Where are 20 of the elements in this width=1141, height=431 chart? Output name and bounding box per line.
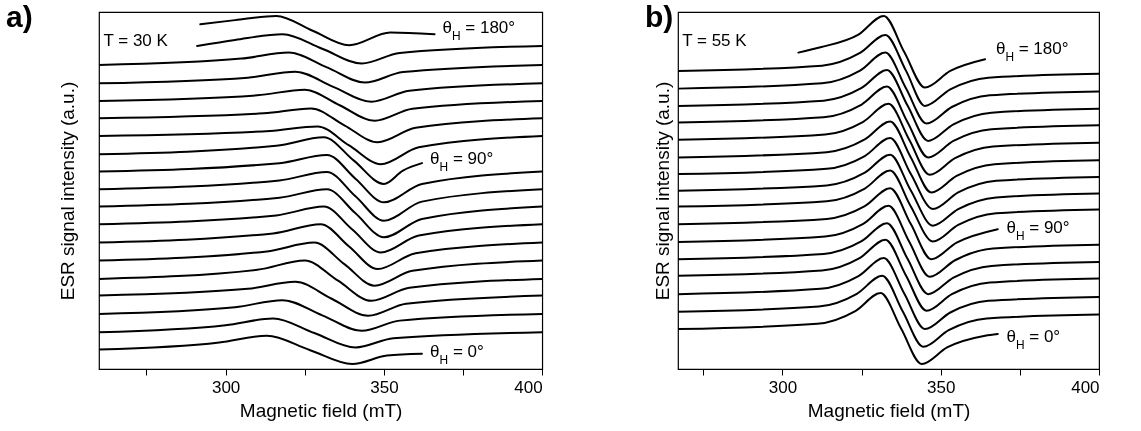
annotation: θ$_{H}$ = 0°: [1006, 327, 1061, 353]
x-tick-label: 300: [768, 377, 798, 397]
x-axis-title: Magnetic field (mT): [239, 399, 403, 421]
y-axis-title: ESR signal intensity (a.u.): [651, 81, 673, 301]
chart-title: a): [6, 0, 33, 33]
x-tick-label: 400: [514, 377, 543, 397]
x-tick-label: 350: [370, 377, 399, 397]
annotation: θ$_{H}$ = 90°: [430, 148, 494, 174]
annotation: T = 55 K: [682, 30, 748, 50]
annotation: θ$_{H}$ = 0°: [430, 341, 484, 367]
annotation: T = 30 K: [103, 30, 169, 50]
x-tick-label: 400: [1071, 377, 1100, 397]
x-tick-label: 350: [927, 377, 956, 397]
x-axis-title: Magnetic field (mT): [807, 399, 971, 421]
annotation: θ$_{H}$ = 90°: [1006, 217, 1070, 243]
annotation: θ$_{H}$ = 180°: [442, 18, 516, 44]
y-axis-title: ESR signal intensity (a.u.): [56, 81, 78, 301]
chart-title: b): [645, 0, 674, 33]
x-tick-label: 300: [211, 377, 241, 397]
annotation: θ$_{H}$ = 180°: [995, 39, 1069, 65]
